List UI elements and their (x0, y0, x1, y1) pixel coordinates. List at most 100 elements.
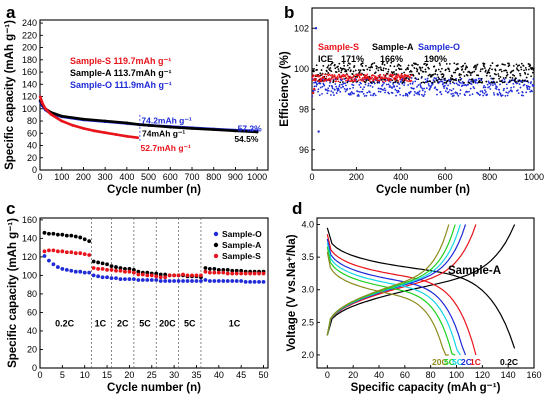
data-point (343, 68, 346, 71)
data-point (481, 68, 484, 70)
discharge-curve (326, 234, 477, 356)
data-point (344, 90, 347, 93)
data-point (367, 82, 370, 85)
data-point (354, 77, 357, 80)
data-point (314, 74, 317, 77)
data-point (96, 267, 101, 271)
data-point (526, 88, 529, 90)
charge-curve (326, 224, 516, 336)
data-point (420, 76, 423, 78)
data-point (401, 77, 404, 80)
data-point (131, 267, 136, 272)
data-point (512, 79, 514, 82)
data-point (373, 81, 375, 84)
data-point (118, 268, 123, 273)
x-tick-label: 500 (141, 172, 156, 182)
data-point (488, 82, 491, 85)
data-point (114, 268, 118, 273)
data-point (462, 64, 465, 67)
data-point (315, 77, 318, 80)
data-point (445, 62, 448, 65)
data-point (317, 79, 319, 82)
data-point (38, 95, 42, 99)
data-point (136, 269, 141, 274)
data-point (395, 89, 398, 92)
data-point (379, 73, 382, 76)
ice-label: ICE (318, 54, 333, 64)
data-point (503, 81, 506, 84)
data-point (349, 87, 351, 90)
data-point (319, 77, 322, 80)
data-point (504, 76, 507, 79)
data-point (365, 79, 368, 82)
data-point (163, 279, 168, 283)
y-tick-label: 220 (22, 30, 37, 40)
data-point (530, 75, 533, 78)
data-point (375, 76, 378, 79)
data-point (361, 65, 364, 67)
data-point (330, 90, 333, 93)
data-point (334, 83, 337, 85)
data-point (335, 80, 338, 83)
data-point (393, 73, 396, 76)
data-point (409, 76, 412, 79)
data-point (386, 62, 389, 64)
rate-label: 2C (461, 357, 472, 367)
data-point (248, 271, 253, 276)
data-point (512, 65, 515, 67)
data-point (125, 121, 129, 125)
data-point (392, 83, 394, 85)
data-point (376, 79, 378, 82)
data-point (406, 80, 409, 82)
data-point (509, 76, 512, 79)
data-point (420, 81, 423, 84)
data-point (315, 64, 318, 67)
data-point (221, 279, 226, 283)
data-point (342, 85, 345, 88)
data-point (473, 87, 476, 90)
legend-entry: Sample-A (222, 240, 261, 250)
data-point (385, 73, 388, 76)
data-point (361, 62, 364, 64)
data-point (532, 67, 535, 70)
data-point (60, 267, 65, 271)
data-point (377, 90, 380, 93)
data-point (458, 72, 461, 75)
data-point (140, 272, 145, 277)
data-point (324, 73, 326, 76)
data-point (225, 271, 230, 276)
data-point (480, 79, 483, 82)
data-point (446, 87, 449, 90)
data-point (172, 273, 177, 278)
data-point (335, 92, 338, 94)
data-point (518, 64, 521, 67)
data-point (418, 73, 421, 75)
data-point (503, 87, 505, 90)
data-point (69, 250, 74, 255)
data-point (498, 77, 501, 80)
data-point (508, 62, 510, 65)
data-point (365, 74, 368, 77)
data-point (392, 74, 395, 76)
data-point (433, 65, 436, 68)
data-point (519, 86, 522, 89)
data-point (136, 136, 140, 140)
data-point (190, 279, 194, 283)
y-tick-label: 180 (22, 55, 37, 65)
data-point (383, 64, 386, 66)
data-point (419, 83, 422, 86)
data-point (322, 65, 325, 67)
data-point (91, 266, 96, 270)
data-point (78, 269, 83, 274)
data-point (469, 72, 472, 74)
data-point (485, 80, 488, 83)
series-line-sample-s (38, 96, 138, 139)
data-point (149, 273, 154, 278)
data-point (515, 63, 518, 66)
data-point (515, 81, 517, 83)
rate-label: 20C (432, 357, 448, 367)
data-point (518, 79, 521, 82)
panel-label-b: b (284, 3, 294, 22)
x-tick-label: 20 (124, 370, 134, 380)
data-point (354, 80, 357, 82)
